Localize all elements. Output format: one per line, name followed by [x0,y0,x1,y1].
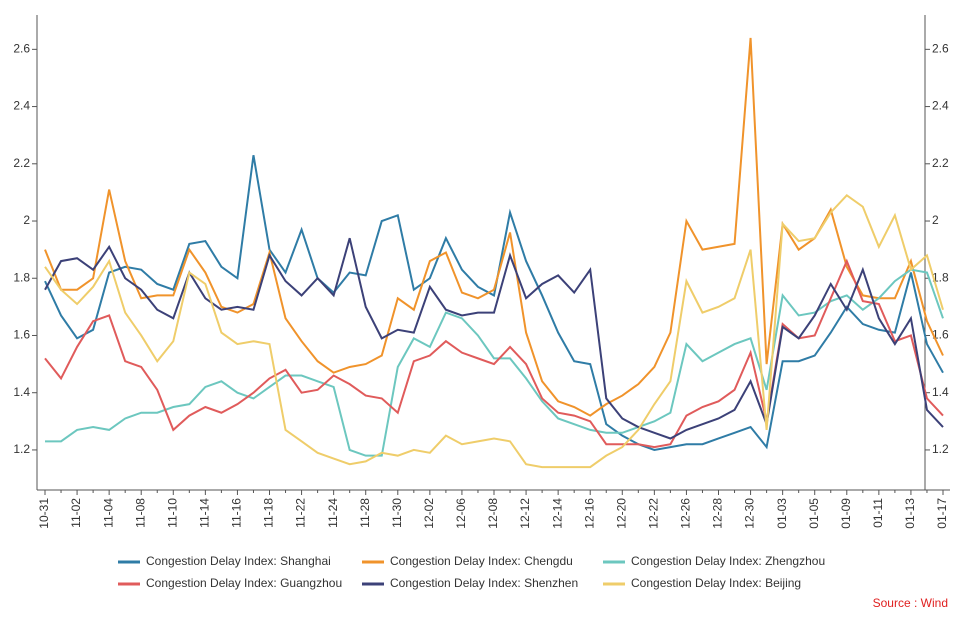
y2-tick-label: 2 [932,213,939,227]
legend-label: Congestion Delay Index: Chengdu [390,554,573,568]
y2-tick-label: 1.6 [932,328,949,342]
x-tick-label: 11-08 [133,498,147,528]
x-tick-label: 12-14 [550,498,564,529]
x-tick-label: 11-24 [326,498,340,528]
x-tick-label: 11-28 [358,498,372,528]
y2-tick-label: 1.2 [932,442,949,456]
x-tick-label: 10-31 [37,498,51,529]
x-tick-label: 01-11 [871,498,885,528]
x-tick-label: 12-20 [614,498,628,529]
x-tick-label: 11-30 [390,498,404,528]
y2-tick-label: 2.6 [932,42,949,56]
legend-label: Congestion Delay Index: Shanghai [146,554,331,568]
series-line [44,155,944,451]
x-tick-label: 01-13 [903,498,917,529]
x-tick-label: 01-09 [839,498,853,529]
source: Source : Wind [873,596,948,610]
y-tick-label: 2.6 [13,42,30,56]
x-tick-label: 11-22 [294,498,308,528]
y2-tick-label: 2.4 [932,99,949,113]
x-tick-label: 12-16 [582,498,596,529]
series-line [44,237,944,440]
x-tick-label: 11-14 [198,498,212,528]
x-tick-label: 11-18 [262,498,276,528]
x-tick-label: 12-08 [486,498,500,529]
x-tick-label: 12-30 [743,498,757,529]
y2-tick-label: 1.4 [932,385,949,399]
x-tick-label: 11-16 [230,498,244,528]
x-tick-label: 01-03 [775,498,789,529]
y-tick-label: 2 [23,213,30,227]
x-tick-label: 12-22 [647,498,661,529]
y-tick-label: 2.2 [13,156,30,170]
x-tick-label: 12-28 [711,498,725,529]
x-tick-label: 12-02 [422,498,436,529]
series-line [45,268,944,457]
legend-label: Congestion Delay Index: Beijing [631,576,801,590]
series-line [44,37,944,417]
legend-label: Congestion Delay Index: Zhengzhou [631,554,825,568]
x-tick-label: 12-12 [518,498,532,529]
y-tick-label: 1.8 [13,270,30,284]
x-tick-label: 12-06 [454,498,468,529]
x-tick-label: 01-17 [935,498,949,529]
x-tick-label: 11-04 [101,498,115,528]
series-line [44,193,944,469]
y2-tick-label: 2.2 [932,156,949,170]
legend-label: Congestion Delay Index: Guangzhou [146,576,342,590]
y-tick-label: 1.4 [13,385,30,399]
y-tick-label: 1.6 [13,328,30,342]
x-tick-label: 01-05 [807,498,821,529]
x-tick-label: 11-10 [165,498,179,528]
y2-tick-label: 1.8 [932,270,949,284]
y-tick-label: 2.4 [13,99,30,113]
legend-label: Congestion Delay Index: Shenzhen [390,576,578,590]
x-tick-label: 12-26 [679,498,693,529]
x-tick-label: 11-02 [69,498,83,528]
y-tick-label: 1.2 [13,442,30,456]
